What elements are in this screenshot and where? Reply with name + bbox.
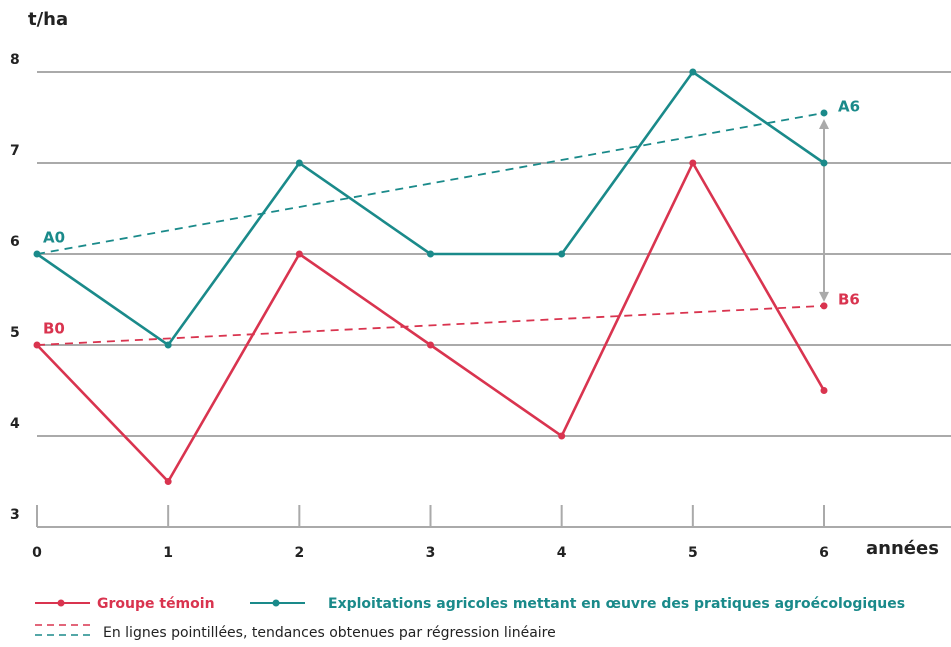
point	[558, 250, 566, 258]
point	[33, 341, 41, 349]
point	[689, 159, 697, 167]
point	[820, 159, 828, 167]
trend-end	[820, 109, 828, 117]
point	[558, 432, 566, 440]
trend-label: A0	[43, 229, 65, 247]
trend-line	[36, 304, 825, 346]
x-tick-label: 1	[163, 545, 173, 561]
point	[427, 341, 434, 349]
point	[33, 250, 41, 258]
legend-dot	[57, 599, 65, 607]
legend-dot	[272, 599, 280, 607]
y-tick-label: 8	[10, 52, 20, 68]
y-axis-label: t/ha	[28, 9, 68, 30]
point	[295, 250, 303, 258]
x-tick-label: 5	[688, 545, 698, 561]
trend-note: En lignes pointillées, tendances obtenue…	[103, 625, 556, 641]
point	[164, 478, 172, 485]
y-tick-label: 5	[10, 325, 20, 341]
series-line	[36, 160, 826, 484]
x-tick-label: 2	[294, 545, 304, 561]
point	[427, 250, 434, 258]
point	[295, 159, 303, 167]
x-tick-label: 0	[32, 545, 42, 561]
arrow-head	[819, 118, 829, 129]
trend-label: B6	[838, 290, 860, 308]
y-tick-label: 6	[10, 234, 20, 250]
x-tick-label: 3	[426, 545, 436, 561]
y-tick-label: 4	[10, 416, 20, 432]
trend-end	[820, 302, 828, 310]
point	[820, 387, 828, 394]
trend-line	[36, 112, 825, 255]
trend-label: A6	[838, 97, 860, 115]
point	[164, 341, 172, 349]
x-tick-label: 4	[557, 545, 567, 561]
x-axis-label: années	[866, 538, 939, 559]
x-tick-label: 6	[819, 545, 829, 561]
y-tick-label: 3	[10, 507, 20, 523]
series-line	[36, 70, 825, 347]
legend-label: Groupe témoin	[97, 596, 215, 612]
point	[689, 68, 697, 76]
trend-label: B0	[43, 320, 65, 338]
legend-label: Exploitations agricoles mettant en œuvre…	[328, 596, 905, 612]
arrow-head	[819, 291, 829, 302]
y-tick-label: 7	[10, 143, 20, 159]
